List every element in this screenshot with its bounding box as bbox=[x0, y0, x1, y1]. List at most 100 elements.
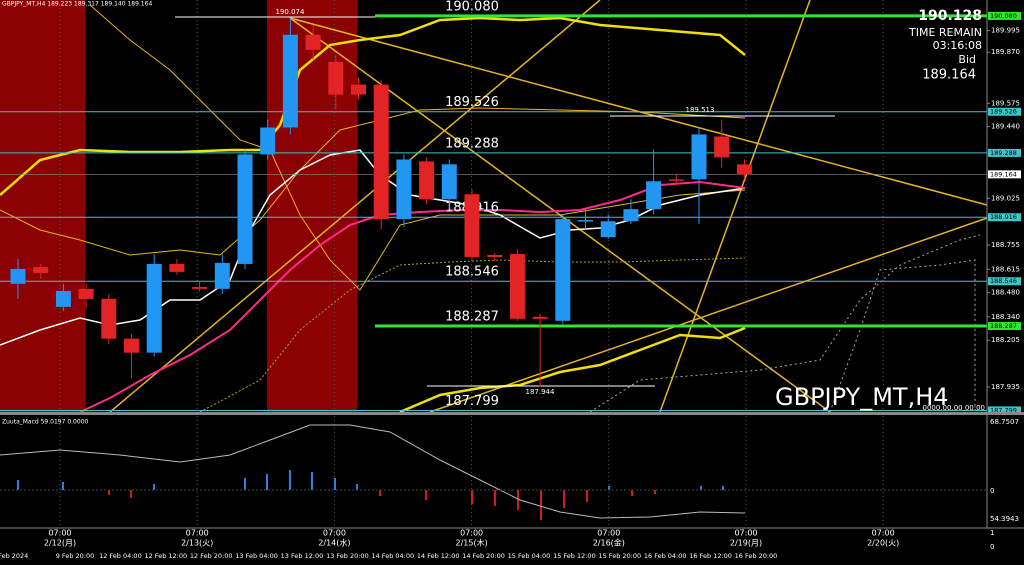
date-label: 2/14(水) bbox=[318, 538, 350, 548]
candle-body bbox=[192, 286, 208, 289]
axis-badge bbox=[988, 277, 1021, 286]
bid-badge-label: 189.164 bbox=[990, 170, 1017, 178]
candle-body bbox=[33, 267, 49, 273]
hour-label: 07:00 bbox=[734, 529, 757, 538]
candle-body bbox=[78, 288, 94, 299]
candle-body bbox=[351, 84, 366, 95]
bid-badge bbox=[988, 170, 1021, 179]
time-tick-label: 9 Feb 2024 bbox=[0, 552, 28, 560]
macd-histogram bbox=[0, 424, 987, 520]
mid-label: 189.513 bbox=[686, 106, 715, 114]
axis-badge bbox=[988, 11, 1021, 20]
candle-body bbox=[668, 179, 684, 181]
time-tick-label: 13 Feb 12:00 bbox=[281, 552, 324, 560]
level-label: 189.526 bbox=[445, 95, 499, 110]
time-tick-label: 12 Feb 12:00 bbox=[144, 552, 187, 560]
date-label: 2/20(火) bbox=[867, 539, 899, 548]
candle-body bbox=[214, 262, 230, 289]
candle-body bbox=[714, 136, 730, 158]
candle-body bbox=[555, 219, 571, 321]
date-label: 2/19(月) bbox=[730, 539, 762, 548]
hour-label: 07:00 bbox=[323, 529, 346, 538]
trend-lines bbox=[109, 0, 988, 413]
candle-body bbox=[10, 268, 26, 284]
candle-body bbox=[305, 34, 321, 50]
y-tick-label: 188.205 bbox=[991, 336, 1020, 344]
candle-body bbox=[396, 159, 412, 220]
y-tick-label: 189.870 bbox=[991, 48, 1020, 56]
time-remain: TIME REMAIN bbox=[908, 26, 982, 39]
level-label: 188.546 bbox=[445, 265, 499, 280]
y-tick-label: 187.935 bbox=[991, 383, 1020, 391]
time-tick-label: 12 Feb 04:00 bbox=[99, 552, 142, 560]
axis-badge-label: 187.799 bbox=[990, 406, 1017, 414]
candle-body bbox=[101, 298, 117, 339]
hour-label: 07:00 bbox=[460, 529, 483, 538]
axis-badge-label: 190.080 bbox=[990, 12, 1017, 20]
y-tick-label: 189.995 bbox=[991, 27, 1020, 35]
sub-bottom: 0 bbox=[990, 543, 994, 551]
y-tick-label: 189.575 bbox=[991, 99, 1020, 107]
separator bbox=[0, 412, 1024, 415]
candle-body bbox=[373, 84, 389, 220]
low-label: 187.944 bbox=[526, 388, 555, 396]
session-zone bbox=[0, 0, 85, 412]
time-tick-label: 16 Feb 12:00 bbox=[689, 552, 732, 560]
level-label: 188.287 bbox=[445, 310, 499, 325]
candle-body bbox=[260, 127, 276, 155]
y-tick-label: 188.480 bbox=[991, 289, 1020, 297]
watermark: GBPJPY_MT,H4 bbox=[775, 383, 949, 411]
axis-badge bbox=[988, 213, 1021, 222]
candle-body bbox=[237, 154, 253, 264]
time-tick-label: 13 Feb 04:00 bbox=[235, 552, 278, 560]
candle-body bbox=[600, 221, 616, 238]
candle-body bbox=[55, 290, 71, 307]
time-tick-label: 12 Feb 20:00 bbox=[190, 552, 233, 560]
hour-label: 07:00 bbox=[597, 529, 620, 538]
axis-badge-label: 189.526 bbox=[990, 108, 1017, 116]
time-tick-label: 16 Feb 20:00 bbox=[735, 552, 778, 560]
candle-body bbox=[578, 220, 593, 222]
time-tick-label: 13 Feb 20:00 bbox=[326, 552, 369, 560]
header: GBPJPY_MT,H4 189.223 189.317 189.140 189… bbox=[2, 1, 152, 8]
axis-badge-label: 188.916 bbox=[990, 213, 1017, 221]
hour-label: 07:00 bbox=[186, 529, 209, 538]
candle-body bbox=[509, 254, 525, 319]
axis-badge bbox=[988, 107, 1021, 116]
time-tick-label: 16 Feb 04:00 bbox=[644, 552, 687, 560]
candle-body bbox=[419, 161, 435, 200]
candle-body bbox=[646, 181, 662, 210]
axis-badge bbox=[988, 148, 1021, 157]
time-tick-label: 15 Feb 12:00 bbox=[553, 552, 596, 560]
y-tick-label: 189.440 bbox=[991, 123, 1020, 131]
axis-badge-label: 188.287 bbox=[990, 322, 1017, 330]
candle-body bbox=[124, 338, 139, 353]
y-tick-label: 188.755 bbox=[991, 241, 1020, 249]
y-tick-label: 188.615 bbox=[991, 265, 1020, 273]
macd-top: 68.7507 bbox=[990, 418, 1019, 426]
time-tick-label: 14 Feb 04:00 bbox=[371, 552, 414, 560]
bid-label: Bid bbox=[958, 53, 976, 66]
bid: 189.164 bbox=[922, 68, 976, 83]
y-tick-label: 189.025 bbox=[991, 194, 1020, 202]
candle-body bbox=[169, 263, 185, 272]
candle-body bbox=[328, 61, 344, 95]
macd-zero: 0 bbox=[990, 487, 994, 495]
time-label: 0000.00.00 00:00 bbox=[923, 404, 985, 412]
countdown: 03:16:08 bbox=[933, 39, 982, 52]
level-label: 189.288 bbox=[445, 136, 499, 151]
time-tick-label: 9 Feb 20:00 bbox=[56, 552, 95, 560]
candle-body bbox=[464, 194, 480, 258]
time-tick-label: 14 Feb 20:00 bbox=[462, 552, 505, 560]
date-label: 2/16(金) bbox=[593, 538, 625, 548]
level-label: 190.080 bbox=[445, 0, 499, 14]
axis-badge-label: 189.288 bbox=[990, 149, 1017, 157]
candle-body bbox=[623, 209, 639, 222]
macd-bottom: 54.3943 bbox=[990, 515, 1019, 523]
candle-body bbox=[441, 164, 457, 200]
date-label: 2/15(木) bbox=[455, 538, 487, 548]
level-label: 187.799 bbox=[445, 394, 499, 409]
candle-body bbox=[532, 316, 548, 319]
axis-badge bbox=[988, 322, 1021, 331]
